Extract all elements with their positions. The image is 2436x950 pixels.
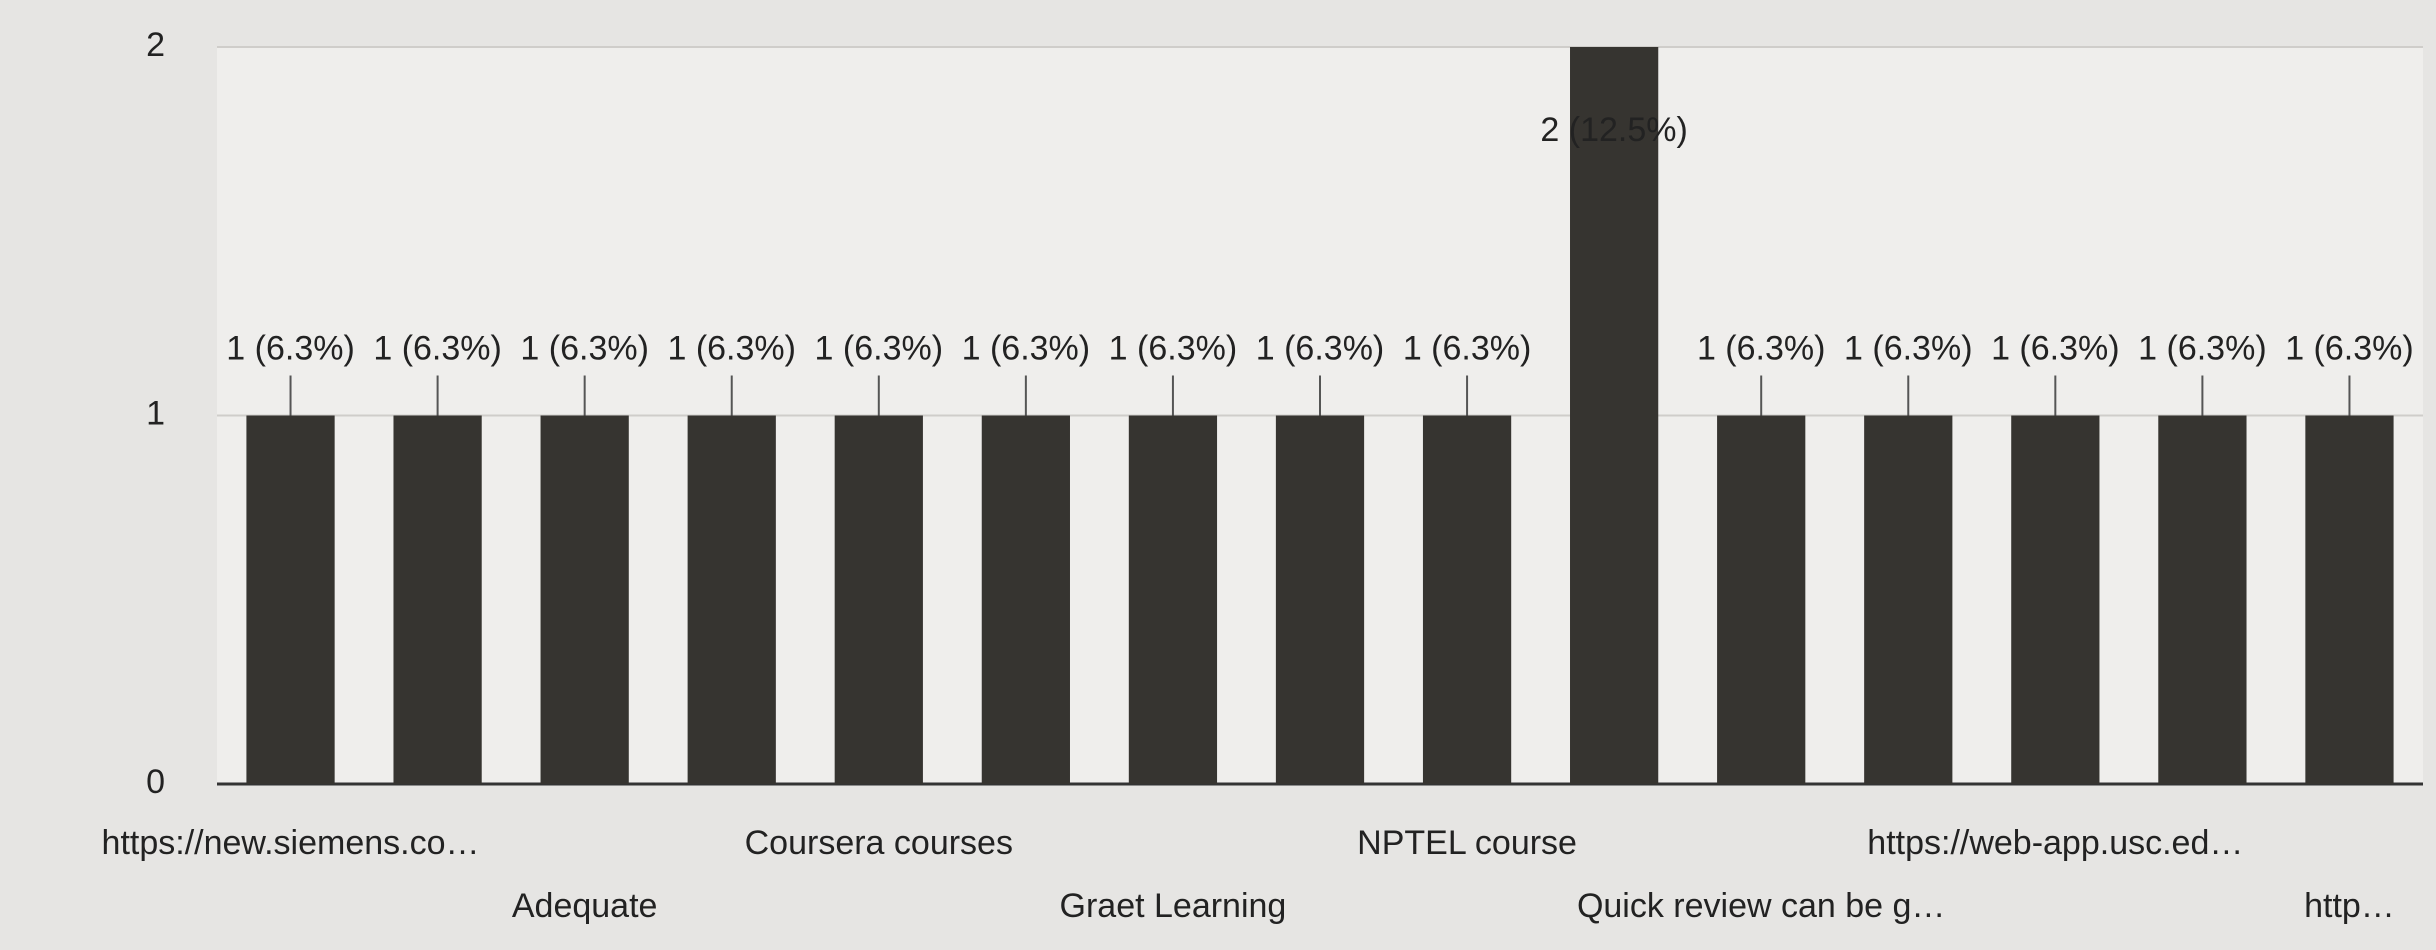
x-tick-label: Coursera courses <box>745 824 1013 862</box>
bar <box>1570 47 1659 784</box>
data-label: 1 (6.3%) <box>1109 329 1238 367</box>
x-tick-label: Adequate <box>512 887 658 925</box>
data-label: 2 (12.5%) <box>1540 111 1687 149</box>
data-label: 1 (6.3%) <box>1697 329 1826 367</box>
x-tick-label: Graet Learning <box>1060 887 1287 925</box>
y-tick-label: 1 <box>146 394 165 432</box>
bar <box>1717 415 1806 784</box>
bar <box>981 415 1070 784</box>
x-tick-label: NPTEL course <box>1357 824 1577 862</box>
data-label: 1 (6.3%) <box>1991 329 2120 367</box>
bar <box>2158 415 2247 784</box>
data-label: 1 (6.3%) <box>226 329 355 367</box>
data-label: 1 (6.3%) <box>1403 329 1532 367</box>
bar <box>1275 415 1365 784</box>
bar <box>393 415 482 784</box>
bar <box>1864 415 1953 784</box>
bar <box>834 415 923 784</box>
y-tick-label: 0 <box>146 763 165 801</box>
data-label: 1 (6.3%) <box>520 329 649 367</box>
x-tick-label: Quick review can be g… <box>1577 887 1946 925</box>
bar <box>687 415 776 784</box>
data-label: 1 (6.3%) <box>667 329 796 367</box>
x-tick-label: https://new.siemens.co… <box>102 824 480 862</box>
data-label: 1 (6.3%) <box>2285 329 2414 367</box>
data-label: 1 (6.3%) <box>1844 329 1973 367</box>
y-tick-label: 2 <box>146 26 165 64</box>
data-label: 1 (6.3%) <box>962 329 1091 367</box>
x-tick-label: https://web-app.usc.ed… <box>1867 824 2243 862</box>
bar <box>2011 415 2100 784</box>
data-label: 1 (6.3%) <box>2138 329 2267 367</box>
bar <box>540 415 629 784</box>
bar <box>1422 415 1512 784</box>
data-label: 1 (6.3%) <box>373 329 502 367</box>
x-tick-label: http… <box>2304 887 2395 925</box>
bar <box>2305 415 2394 784</box>
data-label: 1 (6.3%) <box>815 329 944 367</box>
bar <box>246 415 335 784</box>
data-label: 1 (6.3%) <box>1256 329 1385 367</box>
bar <box>1128 415 1218 784</box>
